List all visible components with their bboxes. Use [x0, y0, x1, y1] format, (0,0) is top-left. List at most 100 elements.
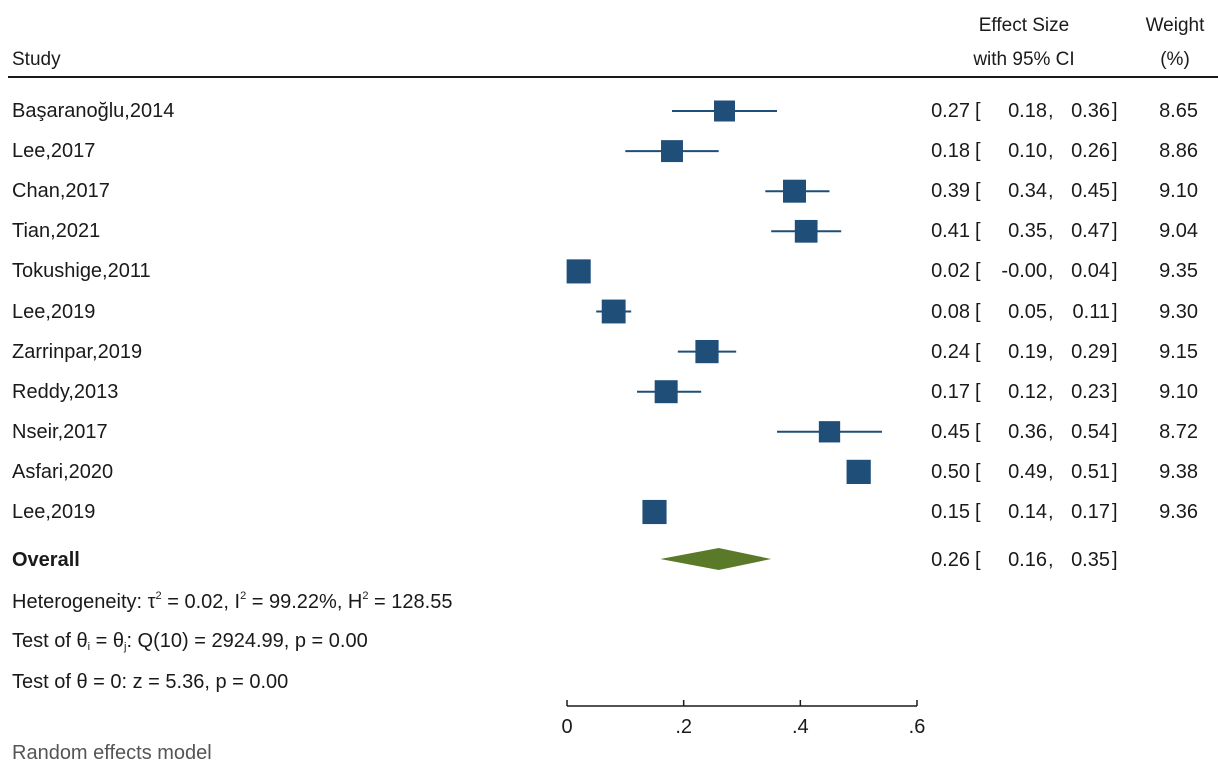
x-tick-label: .4 — [792, 716, 809, 738]
study-weight: 9.10 — [1159, 180, 1198, 203]
study-ci-lower: 0.49 — [1008, 460, 1047, 483]
study-ci-lower: 0.35 — [1008, 220, 1047, 243]
effect-square — [566, 259, 591, 284]
study-ci-upper: 0.11 — [1072, 300, 1110, 323]
ci-comma: , — [1048, 140, 1054, 163]
study-ci-lower: -0.00 — [1001, 260, 1047, 283]
study-ci-upper: 0.47 — [1071, 220, 1110, 243]
study-weight: 9.36 — [1159, 501, 1198, 523]
effect-square — [601, 299, 626, 324]
overall-ci-lower: 0.16 — [1008, 549, 1047, 571]
bracket-open: [ — [975, 380, 981, 403]
ci-comma: , — [1048, 460, 1054, 483]
study-name: Başaranoğlu,2014 — [12, 100, 175, 122]
study-ci-lower: 0.12 — [1008, 380, 1047, 403]
overall-bracket-open: [ — [975, 549, 981, 571]
study-weight: 9.10 — [1159, 380, 1198, 403]
study-ci-lower: 0.18 — [1008, 100, 1047, 122]
ci-comma: , — [1048, 501, 1054, 523]
bracket-open: [ — [975, 140, 981, 163]
model-caption: Random effects model — [12, 742, 212, 764]
ci-comma: , — [1048, 260, 1054, 283]
study-weight: 9.35 — [1159, 260, 1198, 283]
study-estimate: 0.50 — [931, 460, 970, 483]
effect-square — [818, 421, 841, 443]
study-weight: 9.15 — [1159, 340, 1198, 363]
effect-size-header-line1: Effect Size — [978, 15, 1070, 36]
study-estimate: 0.24 — [931, 340, 970, 363]
effect-square — [794, 219, 818, 243]
effect-square — [714, 100, 735, 122]
header-rule — [8, 76, 1218, 78]
effect-size-header-line2: with 95% CI — [973, 49, 1075, 70]
bracket-close: ] — [1112, 260, 1118, 283]
x-tick-label: .6 — [909, 716, 926, 738]
effect-square — [661, 140, 683, 163]
study-ci-upper: 0.45 — [1071, 180, 1110, 203]
bracket-open: [ — [975, 501, 981, 523]
study-ci-lower: 0.19 — [1008, 340, 1047, 363]
bracket-close: ] — [1112, 380, 1118, 403]
study-ci-upper: 0.23 — [1071, 380, 1110, 403]
study-ci-upper: 0.36 — [1071, 100, 1110, 122]
bracket-close: ] — [1112, 420, 1118, 443]
study-name: Lee,2019 — [12, 501, 96, 523]
study-name: Chan,2017 — [12, 180, 110, 203]
bracket-open: [ — [975, 180, 981, 203]
study-name: Tian,2021 — [12, 220, 101, 243]
study-estimate: 0.15 — [931, 501, 970, 523]
study-ci-lower: 0.34 — [1008, 180, 1047, 203]
study-ci-lower: 0.05 — [1008, 300, 1047, 323]
study-column-header: Study — [12, 49, 61, 70]
study-estimate: 0.45 — [931, 420, 970, 443]
study-weight: 8.86 — [1159, 140, 1198, 163]
study-ci-upper: 0.04 — [1071, 260, 1110, 283]
bracket-open: [ — [975, 420, 981, 443]
bracket-open: [ — [975, 260, 981, 283]
study-ci-lower: 0.14 — [1008, 501, 1047, 523]
study-name: Asfari,2020 — [12, 460, 114, 483]
overall-estimate: 0.26 — [931, 549, 970, 571]
study-name: Tokushige,2011 — [12, 260, 151, 283]
study-estimate: 0.41 — [931, 220, 970, 243]
x-tick-label: 0 — [561, 716, 572, 738]
study-name: Zarrinpar,2019 — [12, 340, 143, 363]
effect-square — [783, 179, 806, 203]
bracket-close: ] — [1112, 300, 1118, 323]
study-ci-upper: 0.51 — [1071, 460, 1110, 483]
study-ci-upper: 0.17 — [1071, 501, 1110, 523]
homogeneity-test-text: Test of θi = θj: Q(10) = 2924.99, p = 0.… — [12, 630, 368, 653]
weight-header-line2: (%) — [1160, 49, 1190, 70]
ci-comma: , — [1048, 340, 1054, 363]
bracket-open: [ — [975, 220, 981, 243]
weight-header-line1: Weight — [1145, 15, 1205, 36]
study-ci-upper: 0.29 — [1071, 340, 1110, 363]
bracket-open: [ — [975, 340, 981, 363]
bracket-open: [ — [975, 100, 981, 122]
zero-test-text: Test of θ = 0: z = 5.36, p = 0.00 — [12, 671, 289, 693]
bracket-close: ] — [1112, 180, 1118, 203]
bracket-close: ] — [1112, 220, 1118, 243]
study-weight: 9.38 — [1159, 460, 1198, 483]
study-weight: 8.72 — [1159, 420, 1198, 443]
bracket-close: ] — [1112, 460, 1118, 483]
bracket-close: ] — [1112, 340, 1118, 363]
effect-square — [846, 459, 871, 485]
study-weight: 9.30 — [1159, 300, 1198, 323]
ci-comma: , — [1048, 380, 1054, 403]
study-name: Reddy,2013 — [12, 380, 119, 403]
overall-ci-upper: 0.35 — [1071, 549, 1110, 571]
heterogeneity-text: Heterogeneity: τ2 = 0.02, I2 = 99.22%, H… — [12, 590, 453, 613]
study-estimate: 0.02 — [931, 260, 970, 283]
bracket-open: [ — [975, 460, 981, 483]
bracket-close: ] — [1112, 140, 1118, 163]
ci-comma: , — [1048, 180, 1054, 203]
bracket-open: [ — [975, 300, 981, 323]
effect-square — [642, 499, 667, 525]
effect-square — [654, 380, 678, 404]
study-name: Lee,2017 — [12, 140, 96, 163]
study-ci-upper: 0.26 — [1071, 140, 1110, 163]
study-name: Nseir,2017 — [12, 420, 108, 443]
study-estimate: 0.39 — [931, 180, 970, 203]
